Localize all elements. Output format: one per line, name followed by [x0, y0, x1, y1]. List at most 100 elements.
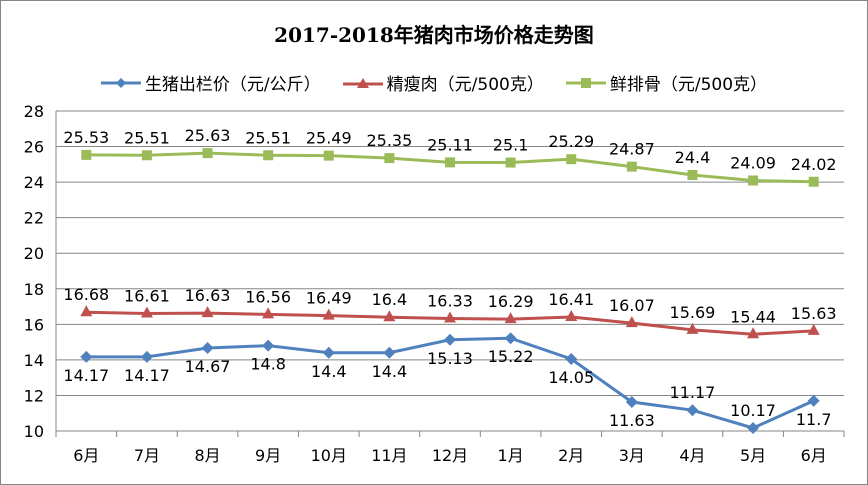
y-tick-label: 28 — [24, 102, 44, 121]
data-label: 25.29 — [548, 132, 594, 151]
data-point — [383, 310, 396, 322]
data-label: 14.8 — [250, 355, 286, 374]
x-tick-label: 10月 — [311, 446, 347, 465]
x-tick-label: 9月 — [255, 446, 281, 465]
data-point — [445, 157, 455, 168]
data-point — [202, 148, 213, 159]
y-tick-label: 16 — [24, 315, 44, 334]
x-tick-label: 12月 — [432, 446, 468, 465]
y-tick-label: 14 — [24, 351, 44, 370]
x-tick-label: 7月 — [134, 446, 160, 465]
data-point — [748, 175, 759, 186]
data-point — [444, 333, 456, 346]
data-label: 16.4 — [372, 290, 408, 309]
data-label: 25.51 — [124, 128, 170, 147]
data-label: 25.49 — [306, 129, 352, 148]
legend-marker-square-icon — [565, 77, 606, 88]
legend-label: 生猪出栏价（元/公斤） — [144, 75, 321, 95]
data-point — [747, 421, 760, 434]
legend-item-pig: 生猪出栏价（元/公斤） — [100, 70, 321, 95]
y-tick-label: 12 — [24, 386, 44, 405]
data-point — [323, 150, 334, 161]
data-label: 16.63 — [185, 286, 231, 305]
x-tick-label: 6月 — [801, 446, 827, 465]
x-tick-label: 1月 — [498, 446, 524, 465]
data-point — [807, 323, 820, 335]
data-point — [625, 316, 638, 328]
data-label: 25.11 — [427, 135, 473, 154]
data-label: 10.17 — [730, 401, 776, 420]
data-label: 16.61 — [124, 286, 170, 305]
data-label: 11.7 — [796, 410, 832, 429]
data-label: 24.09 — [730, 154, 776, 173]
data-label: 15.63 — [791, 304, 837, 323]
data-label: 16.56 — [245, 287, 291, 306]
legend-marker-diamond-icon — [100, 77, 141, 88]
x-tick-label: 2月 — [558, 446, 584, 465]
data-label: 16.49 — [306, 289, 352, 308]
legend: 生猪出栏价（元/公斤） 精瘦肉（元/500克） 鲜排骨（元/500克） — [1, 70, 867, 95]
data-label: 24.87 — [609, 140, 655, 159]
y-tick-label: 26 — [24, 138, 44, 157]
data-label: 25.51 — [245, 128, 291, 147]
data-label: 15.44 — [730, 307, 776, 326]
data-point — [263, 150, 274, 161]
y-tick-label: 18 — [24, 280, 44, 299]
data-point — [505, 157, 516, 168]
data-label: 14.05 — [548, 368, 594, 387]
data-point — [80, 350, 93, 363]
data-label: 11.63 — [609, 411, 655, 430]
data-point — [444, 311, 456, 323]
data-point — [140, 350, 153, 363]
data-point — [262, 307, 275, 319]
data-label: 16.29 — [488, 292, 534, 311]
data-point — [686, 404, 699, 417]
data-label: 14.17 — [124, 366, 170, 385]
y-tick-label: 20 — [24, 244, 44, 263]
data-point — [807, 394, 820, 407]
data-point — [686, 322, 699, 334]
y-tick-label: 24 — [24, 173, 44, 192]
data-label: 15.69 — [670, 303, 716, 322]
data-point — [687, 170, 698, 180]
data-point — [566, 154, 577, 165]
legend-item-ribs: 鲜排骨（元/500克） — [565, 70, 768, 95]
data-point — [383, 346, 396, 359]
data-label: 16.68 — [63, 285, 109, 304]
data-label: 24.02 — [791, 155, 837, 174]
data-point — [80, 305, 93, 317]
data-point — [201, 341, 214, 354]
data-point — [625, 396, 638, 409]
data-point — [626, 161, 637, 172]
legend-item-lean-meat: 精瘦肉（元/500克） — [342, 70, 544, 95]
data-point — [81, 149, 92, 160]
legend-label: 精瘦肉（元/500克） — [386, 75, 544, 95]
data-point — [504, 312, 517, 324]
legend-marker-triangle-icon — [342, 77, 383, 88]
chart-title: 2017-2018年猪肉市场价格走势图 — [274, 23, 594, 47]
x-tick-label: 5月 — [740, 446, 766, 465]
data-point — [141, 150, 152, 161]
x-tick-label: 8月 — [194, 446, 220, 465]
data-label: 14.4 — [372, 362, 408, 381]
data-point — [747, 327, 760, 339]
data-point — [140, 306, 153, 318]
data-label: 14.4 — [311, 362, 347, 381]
data-label: 25.53 — [63, 128, 109, 147]
data-point — [384, 153, 395, 164]
data-point — [201, 306, 214, 318]
data-label: 14.67 — [185, 357, 231, 376]
y-tick-label: 10 — [24, 422, 44, 441]
data-point — [322, 346, 335, 359]
x-tick-label: 11月 — [371, 446, 407, 465]
x-tick-label: 3月 — [619, 446, 645, 465]
legend-label: 鲜排骨（元/500克） — [609, 75, 768, 95]
data-label: 11.17 — [670, 383, 716, 402]
data-point — [262, 339, 275, 352]
y-tick-label: 22 — [24, 209, 44, 228]
data-point — [322, 308, 335, 320]
data-label: 16.33 — [427, 291, 473, 310]
data-label: 15.22 — [488, 347, 534, 366]
